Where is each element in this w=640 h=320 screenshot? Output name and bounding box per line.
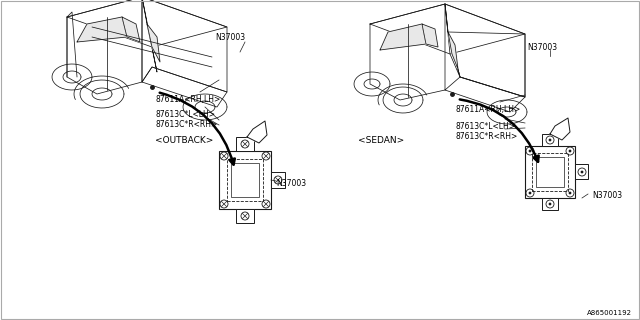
Polygon shape [67,0,142,94]
Bar [542,198,558,210]
Circle shape [529,192,531,194]
Polygon shape [147,24,160,62]
Text: A865001192: A865001192 [587,310,632,316]
Polygon shape [448,32,525,97]
Polygon shape [422,24,438,47]
Text: <SEDAN>: <SEDAN> [358,136,404,145]
Bar [219,151,271,209]
Circle shape [548,139,552,141]
Circle shape [568,149,572,152]
Polygon shape [445,4,525,97]
Circle shape [529,149,531,152]
Polygon shape [122,17,140,42]
Polygon shape [445,4,460,77]
Text: 87613C*R<RH>: 87613C*R<RH> [455,132,517,141]
Bar [542,134,558,146]
Polygon shape [142,0,227,92]
Text: N37003: N37003 [592,190,622,199]
Polygon shape [380,24,426,50]
Text: N37003: N37003 [276,180,306,188]
Bar [575,164,588,179]
Text: N37003: N37003 [215,34,245,43]
Circle shape [548,203,552,205]
Bar [231,163,259,197]
Polygon shape [77,17,127,42]
Text: 87613C*L<LH>: 87613C*L<LH> [455,122,515,131]
Polygon shape [142,0,157,72]
Polygon shape [550,118,570,140]
Polygon shape [370,4,445,100]
Text: 87611A<RH,LH>: 87611A<RH,LH> [155,95,220,104]
Text: 87611A<RH,LH>: 87611A<RH,LH> [455,105,520,114]
Polygon shape [247,121,267,143]
Polygon shape [67,0,227,47]
Bar [271,172,285,188]
Text: 87613C*R<RH>: 87613C*R<RH> [155,120,217,129]
Text: N37003: N37003 [527,44,557,52]
Text: 87613C*L<LH>: 87613C*L<LH> [155,110,215,119]
Circle shape [568,192,572,194]
Bar [236,137,254,151]
Polygon shape [370,4,525,54]
Bar [525,146,575,198]
Text: <OUTBACK>: <OUTBACK> [155,136,213,145]
Polygon shape [142,67,227,107]
Bar [236,209,254,223]
Bar [227,159,263,201]
Bar [536,157,564,187]
Bar [532,153,568,191]
Polygon shape [445,77,525,112]
Polygon shape [448,32,458,69]
Circle shape [580,171,584,173]
